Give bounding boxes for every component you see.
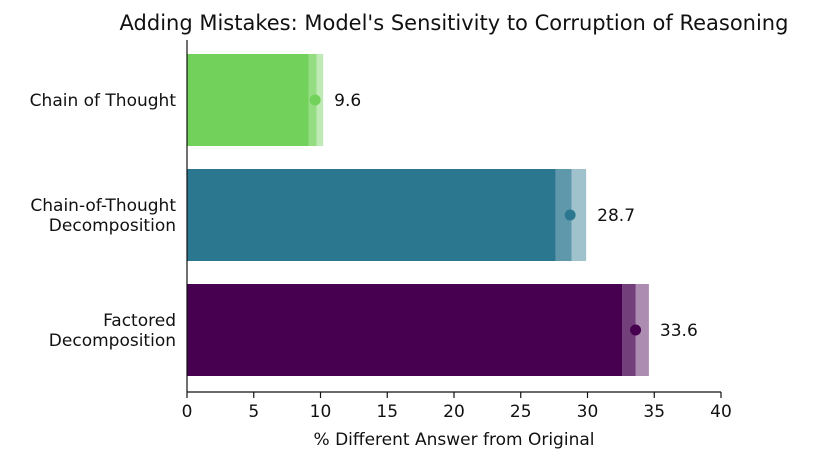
x-tick-label: 40 <box>710 402 732 422</box>
x-tick-label: 5 <box>248 402 259 422</box>
value-marker <box>309 94 321 106</box>
x-tick-label: 20 <box>443 402 465 422</box>
value-label: 33.6 <box>660 321 698 341</box>
x-tick-label: 15 <box>376 402 398 422</box>
x-tick-label: 0 <box>182 402 193 422</box>
value-label: 28.7 <box>597 206 635 226</box>
bars-layer: 9.6 28.7 33.6 <box>187 54 698 376</box>
value-marker <box>564 209 576 221</box>
x-tick-label: 35 <box>643 402 665 422</box>
chart-title: Adding Mistakes: Model's Sensitivity to … <box>120 11 789 35</box>
category-label: Chain of Thought <box>30 91 177 111</box>
value-marker <box>630 324 642 336</box>
category-label: Factored <box>103 311 176 331</box>
bar <box>187 169 556 261</box>
value-label: 9.6 <box>334 91 361 111</box>
ci-inner-band <box>555 169 572 261</box>
category-label: Decomposition <box>49 331 176 351</box>
category-label: Decomposition <box>49 216 176 236</box>
bar <box>187 284 623 376</box>
x-tick-label: 30 <box>577 402 599 422</box>
x-tick-label: 10 <box>310 402 332 422</box>
x-axis-label: % Different Answer from Original <box>314 430 595 450</box>
category-label: Chain-of-Thought <box>30 196 176 216</box>
x-tick-label: 25 <box>510 402 532 422</box>
ci-inner-band <box>622 284 636 376</box>
axes-layer: Chain of ThoughtChain-of-ThoughtDecompos… <box>30 40 732 422</box>
bar <box>187 54 309 146</box>
